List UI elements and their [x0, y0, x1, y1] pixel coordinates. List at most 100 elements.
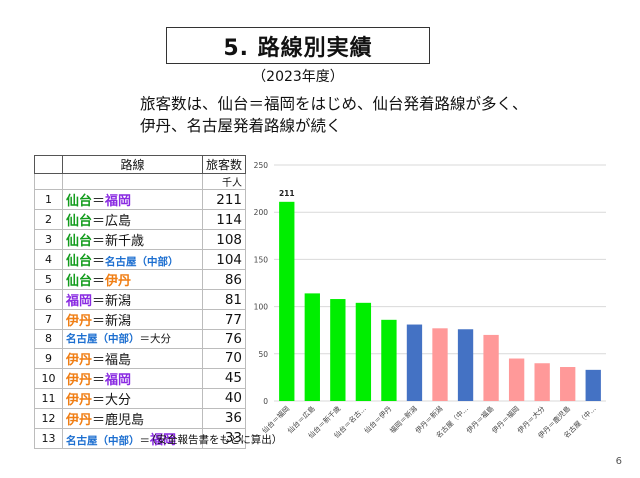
route-sep: ＝ [92, 194, 106, 210]
bar [355, 302, 372, 401]
table-row: 12 伊丹＝鹿児島 36 [34, 407, 247, 429]
route-to: 福岡 [150, 432, 177, 448]
fiscal-year-label: （2023年度） [252, 69, 344, 85]
table-row: 11 伊丹＝大分 40 [34, 387, 247, 409]
route-cell: 仙台＝名古屋（中部） [62, 249, 203, 271]
route-sep: ＝ [92, 372, 106, 388]
row-number: 8 [34, 329, 63, 349]
table-row: 8 名古屋（中部）＝大分 76 [34, 329, 247, 349]
bar [534, 363, 550, 401]
headline: 旅客数は、仙台＝福岡をはじめ、仙台発着路線が多く、 伊丹、名古屋発着路線が続く [140, 93, 528, 137]
route-cell: 名古屋（中部）＝大分 [62, 329, 203, 349]
y-tick-label: 50 [258, 350, 268, 359]
route-from: 伊丹 [66, 314, 93, 330]
y-tick-label: 200 [254, 208, 269, 217]
bar [560, 367, 576, 401]
route-to: 新千歳 [105, 234, 145, 250]
route-cell: 仙台＝新千歳 [62, 229, 203, 251]
source-note: （安全報告書をもとに算出） [146, 434, 283, 446]
route-sep: ＝ [92, 274, 106, 290]
route-from: 伊丹 [66, 392, 93, 408]
route-to: 福島 [105, 352, 132, 368]
table-row: 6 福岡＝新潟 81 [34, 289, 247, 311]
bar [457, 329, 474, 401]
passenger-value: 33 [201, 427, 247, 449]
route-from: 仙台 [66, 214, 93, 230]
route-sep: ＝ [92, 392, 106, 408]
table-row: 4 仙台＝名古屋（中部） 104 [34, 249, 247, 271]
bar [508, 358, 525, 401]
route-from: 伊丹 [66, 412, 93, 428]
route-cell: 福岡＝新潟 [62, 289, 203, 311]
route-cell: 伊丹＝新潟 [62, 309, 203, 331]
passenger-value: 76 [201, 329, 247, 349]
route-sep: ＝ [92, 294, 106, 310]
route-cell: 仙台＝伊丹 [62, 269, 203, 291]
bar [330, 299, 346, 401]
route-to: 鹿児島 [105, 412, 145, 428]
headline-line-2: 伊丹、名古屋発着路線が続く [140, 117, 342, 135]
route-from: 名古屋（中部） [66, 333, 140, 346]
route-to: 伊丹 [105, 274, 132, 290]
route-from: 仙台 [66, 194, 93, 210]
route-cell: 仙台＝福岡 [62, 189, 203, 211]
row-number: 9 [34, 347, 63, 369]
page-title: 5. 路線別実績 [166, 27, 430, 64]
y-tick-label: 250 [254, 161, 269, 170]
table-row: 5 仙台＝伊丹 86 [34, 269, 247, 291]
row-number: 4 [34, 249, 63, 271]
bar [304, 293, 320, 401]
route-to: 大分 [105, 392, 132, 408]
row-number: 12 [34, 407, 63, 429]
route-cell: 伊丹＝鹿児島 [62, 407, 203, 429]
table-row: 9 伊丹＝福島 70 [34, 347, 247, 369]
header-number [34, 154, 63, 175]
route-sep: ＝ [92, 234, 106, 250]
y-tick-label: 100 [254, 303, 269, 312]
route-sep: ＝ [92, 412, 106, 428]
route-from: 仙台 [66, 274, 93, 290]
route-passenger-bar-chart: 050100150200250仙台＝福岡仙台＝広島仙台＝新千歳仙台＝名古...仙… [254, 161, 606, 440]
route-from: 伊丹 [66, 372, 93, 388]
passenger-value: 70 [201, 347, 247, 369]
route-sep: ＝ [92, 352, 106, 368]
bar [483, 334, 499, 401]
route-sep: ＝ [92, 214, 106, 230]
table-row: 1 仙台＝福岡 211 [34, 189, 247, 211]
table-row: 13 名古屋（中部）＝福岡 33 [34, 427, 247, 449]
headline-line-1: 旅客数は、仙台＝福岡をはじめ、仙台発着路線が多く、 [140, 95, 528, 113]
table-row: 10 伊丹＝福岡 45 [34, 367, 247, 389]
row-number: 1 [34, 189, 63, 211]
route-sep: ＝ [139, 434, 151, 447]
passenger-value: 211 [201, 189, 247, 211]
route-from: 伊丹 [66, 352, 93, 368]
y-tick-label: 0 [263, 397, 268, 406]
route-from: 仙台 [66, 254, 93, 270]
route-from: 名古屋（中部） [66, 434, 140, 447]
route-cell: 名古屋（中部）＝福岡 [62, 427, 203, 449]
route-to: 福岡 [105, 194, 132, 210]
row-number: 7 [34, 309, 63, 331]
bar [381, 319, 397, 401]
table-row: 7 伊丹＝新潟 77 [34, 309, 247, 331]
header-passengers: 旅客数 [201, 154, 247, 175]
row-number: 13 [34, 427, 63, 449]
row-number: 2 [34, 209, 63, 231]
bar [585, 369, 601, 401]
row-number: 6 [34, 289, 63, 311]
row-number: 5 [34, 269, 63, 291]
route-to: 福岡 [105, 372, 132, 388]
bar [432, 328, 448, 401]
route-to: 大分 [150, 333, 171, 346]
route-cell: 仙台＝広島 [62, 209, 203, 231]
data-label: 211 [279, 189, 295, 198]
route-from: 仙台 [66, 234, 93, 250]
y-tick-label: 150 [254, 255, 269, 264]
route-sep: ＝ [92, 314, 106, 330]
passenger-value: 45 [201, 367, 247, 389]
page-number: 6 [615, 456, 622, 467]
bar [279, 201, 295, 401]
route-sep: ＝ [139, 333, 151, 346]
route-cell: 伊丹＝福岡 [62, 367, 203, 389]
route-from: 福岡 [66, 294, 93, 310]
